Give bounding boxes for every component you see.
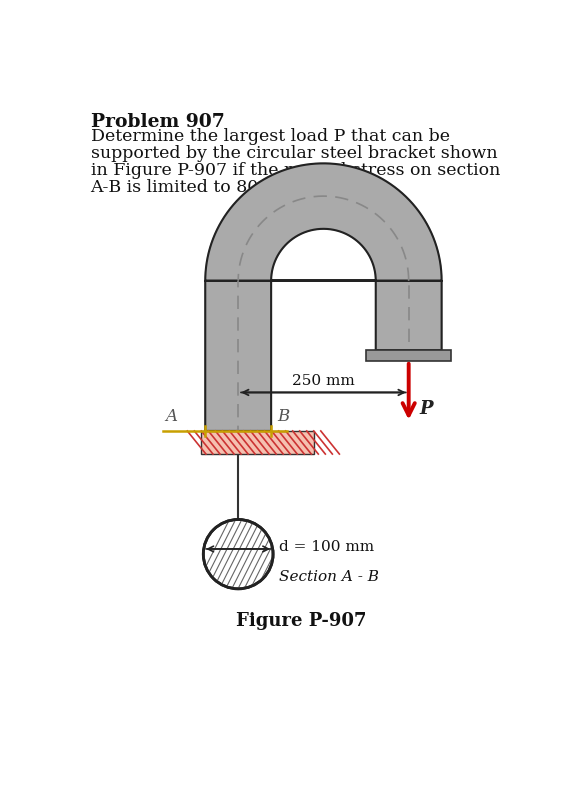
- Text: 250 mm: 250 mm: [292, 374, 355, 388]
- Text: P: P: [419, 400, 433, 418]
- Circle shape: [203, 519, 273, 589]
- Text: d = 100 mm: d = 100 mm: [279, 541, 375, 554]
- Bar: [366, 350, 452, 361]
- Text: Determine the largest load P that can be: Determine the largest load P that can be: [91, 128, 450, 146]
- Text: Section A - B: Section A - B: [279, 570, 379, 584]
- Text: A: A: [165, 408, 177, 425]
- Bar: [201, 431, 314, 454]
- Text: Problem 907: Problem 907: [91, 113, 224, 131]
- Text: in Figure P-907 if the normal stress on section: in Figure P-907 if the normal stress on …: [91, 162, 500, 179]
- Text: Figure P-907: Figure P-907: [236, 612, 366, 630]
- Text: A-B is limited to 80 MPa.: A-B is limited to 80 MPa.: [91, 179, 309, 196]
- Polygon shape: [205, 163, 442, 431]
- Text: B: B: [278, 408, 289, 425]
- Text: supported by the circular steel bracket shown: supported by the circular steel bracket …: [91, 146, 497, 162]
